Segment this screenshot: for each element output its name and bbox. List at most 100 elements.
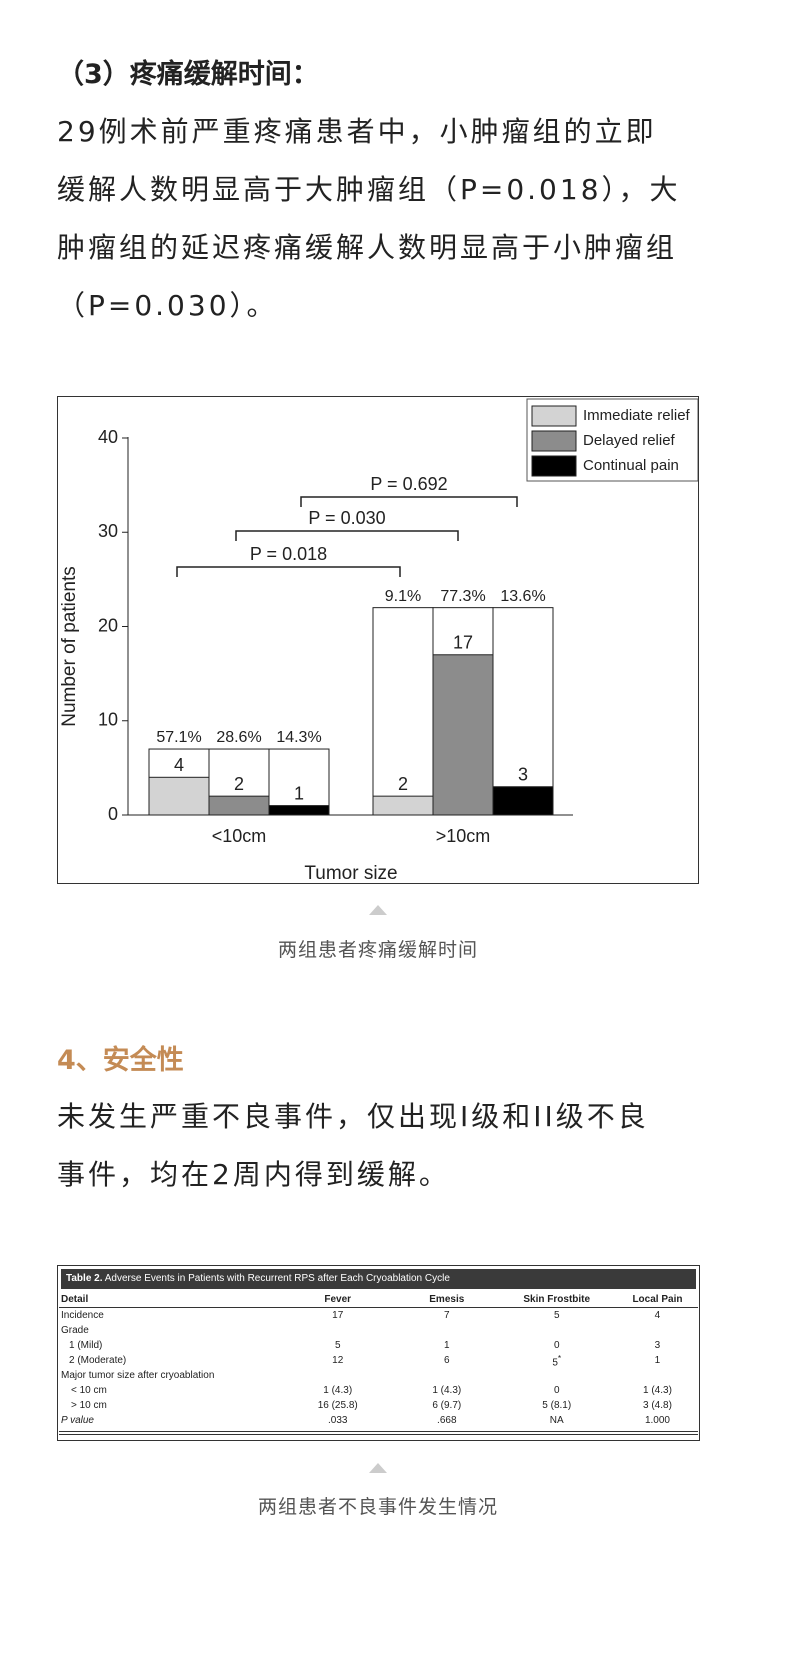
table-row: Major tumor size after cryoablation xyxy=(59,1368,698,1383)
bar-count-label: 2 xyxy=(234,774,244,794)
column-header: Fever xyxy=(278,1292,397,1308)
empty-cell xyxy=(497,1368,617,1383)
table-cell: 0 xyxy=(553,1340,560,1351)
table-row: 1 (Mild) 5 1 0 3 xyxy=(59,1338,698,1353)
table-row: 2 (Moderate) 12 6 5* 1 xyxy=(59,1353,698,1368)
figure-frame: 0 10 20 30 40 Number of patients Tumor size <10… xyxy=(57,396,699,884)
legend-swatch xyxy=(531,405,577,427)
table-cell: 3 xyxy=(654,1340,661,1351)
x-tick-label: <10cm xyxy=(212,826,267,846)
table-row: < 10 cm 1 (4.3) 1 (4.3) 0 1 (4.3) xyxy=(59,1383,698,1398)
table-grid: Detail Fever Emesis Skin Frostbite Local Pai… xyxy=(59,1292,698,1428)
column-header: Local Pain xyxy=(616,1292,698,1308)
row-label: < 10 cm xyxy=(71,1385,107,1397)
empty-cell xyxy=(397,1368,497,1383)
cell-text: 5 xyxy=(552,1357,558,1369)
legend-swatch xyxy=(531,455,577,477)
empty-cell xyxy=(617,1368,698,1383)
caption-marker xyxy=(369,905,387,915)
significance-label: P = 0.692 xyxy=(370,474,447,494)
table-cell: 5 (8.1) xyxy=(542,1400,572,1412)
significance-bracket xyxy=(300,496,518,507)
figure-caption: 两组患者不良事件发生情况 xyxy=(257,1496,498,1518)
bar xyxy=(148,776,210,816)
y-tick-label: 0 xyxy=(108,804,118,824)
text-line: （P=0.030）。 xyxy=(57,289,278,322)
table-cell: 4 xyxy=(654,1310,661,1321)
table-cell: 12 xyxy=(332,1355,344,1367)
legend-label: Immediate relief xyxy=(583,407,691,424)
cell-note: * xyxy=(557,1353,562,1363)
column-header: Detail xyxy=(59,1292,279,1308)
table-cell: NA xyxy=(549,1415,564,1427)
percent-label: 9.1% xyxy=(385,588,421,605)
column-header: Skin Frostbite xyxy=(496,1292,617,1308)
row-label: 2 (Moderate) xyxy=(69,1355,127,1367)
table-cell: 5 xyxy=(553,1310,560,1321)
total-bar xyxy=(268,748,330,816)
table-cell: .668 xyxy=(437,1415,457,1427)
text-line: 29例术前严重疼痛患者中，小肿瘤组的立即 xyxy=(57,115,657,148)
total-bar xyxy=(372,607,434,816)
empty-cell xyxy=(397,1323,497,1338)
bar-count-label: 3 xyxy=(518,764,528,784)
table-cell: 1 xyxy=(444,1340,450,1351)
empty-cell xyxy=(278,1368,397,1383)
y-axis-label: Number of patients xyxy=(59,566,80,727)
text-line: 事件，均在2周内得到缓解。 xyxy=(57,1158,450,1191)
x-tick-label: >10cm xyxy=(436,826,491,846)
caption-marker xyxy=(369,1463,387,1473)
y-tick-label: 20 xyxy=(98,615,118,635)
section-heading: （3）疼痛缓解时间： xyxy=(57,59,319,90)
row-label: Incidence xyxy=(61,1310,104,1321)
table-cell: 0 xyxy=(553,1385,560,1397)
legend-label: Delayed relief xyxy=(583,432,676,449)
y-tick-label: 30 xyxy=(98,521,118,541)
percent-label: 14.3% xyxy=(276,729,321,746)
empty-cell xyxy=(497,1323,617,1338)
table-row: Grade xyxy=(59,1323,698,1338)
y-tick-label: 40 xyxy=(98,427,118,447)
bar-count-label: 17 xyxy=(453,633,473,653)
table-cell: 16 (25.8) xyxy=(317,1400,358,1412)
table-cell: 1 (4.3) xyxy=(643,1385,672,1397)
legend-swatch xyxy=(531,430,577,452)
empty-cell xyxy=(278,1323,397,1338)
bar xyxy=(492,786,554,816)
percent-label: 28.6% xyxy=(216,729,261,746)
figure-caption: 两组患者疼痛缓解时间 xyxy=(277,939,478,961)
y-tick-label: 10 xyxy=(98,710,118,730)
row-label: 1 (Mild) xyxy=(69,1340,103,1351)
significance-bracket xyxy=(235,530,459,541)
x-axis-label: Tumor size xyxy=(304,863,397,883)
table-cell: 1 (4.3) xyxy=(432,1385,462,1397)
text-line: 肿瘤组的延迟疼痛缓解人数明显高于小肿瘤组 xyxy=(57,231,678,264)
table-cell: 17 xyxy=(332,1310,344,1321)
table-label: Table 2. xyxy=(66,1273,103,1284)
table-cell: .033 xyxy=(327,1415,348,1427)
percent-label: 13.6% xyxy=(500,588,545,605)
row-label: Major tumor size after cryoablation xyxy=(61,1370,215,1382)
table-cell: 7 xyxy=(444,1310,450,1321)
text-line: 缓解人数明显高于大肿瘤组（P=0.018），大 xyxy=(57,173,681,206)
row-label: P value xyxy=(61,1415,94,1427)
text-line: 未发生严重不良事件，仅出现I级和II级不良 xyxy=(57,1100,649,1133)
total-bar xyxy=(492,607,554,816)
table-rule xyxy=(59,1431,698,1436)
bar xyxy=(268,805,330,816)
percent-label: 77.3% xyxy=(440,588,485,605)
row-label: Grade xyxy=(61,1325,89,1336)
bar xyxy=(208,795,270,816)
significance-label: P = 0.030 xyxy=(308,508,385,528)
bar-count-label: 4 xyxy=(174,755,184,775)
table-row: > 10 cm 16 (25.8) 6 (9.7) 5 (8.1) 3 (4.8) xyxy=(59,1398,698,1413)
table-cell: 1 xyxy=(654,1355,661,1367)
chart: 0 10 20 30 40 Number of patients Tumor size <10… xyxy=(59,398,699,884)
table-cell: 5* xyxy=(497,1353,617,1368)
table: Table 2. Adverse Events in Patients with… xyxy=(57,1265,700,1441)
table-cell: 1 (4.3) xyxy=(323,1385,353,1397)
column-header: Emesis xyxy=(397,1292,497,1308)
row-label: > 10 cm xyxy=(71,1400,107,1412)
table-title-bar: Table 2. Adverse Events in Patients with… xyxy=(61,1269,696,1289)
bar xyxy=(432,654,494,816)
